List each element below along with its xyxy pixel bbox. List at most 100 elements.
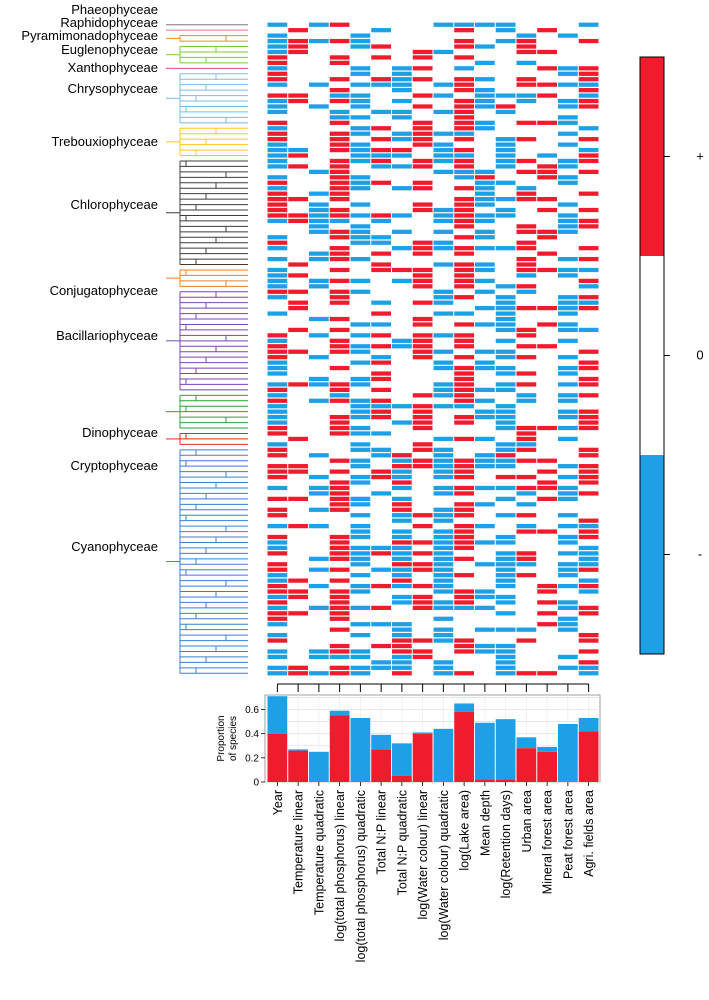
heatmap-cell (433, 534, 454, 540)
heatmap-cell (371, 622, 391, 627)
heatmap-cell (309, 671, 329, 676)
heatmap-cell (558, 583, 578, 589)
heatmap-cell (454, 464, 474, 469)
heatmap-cell (371, 474, 391, 480)
heatmap-cell (454, 115, 474, 120)
heatmap-cell (433, 218, 454, 224)
heatmap-cell (412, 77, 433, 82)
heatmap-cell (350, 158, 371, 164)
heatmap-cell (475, 229, 495, 234)
heatmap-cell (454, 382, 474, 387)
heatmap-cell (558, 311, 578, 316)
heatmap-cell (288, 289, 308, 294)
heatmap-cell (412, 93, 433, 98)
x-tick-label: Urban area (520, 790, 534, 853)
heatmap-cell (412, 638, 433, 643)
heatmap-cell (578, 589, 599, 594)
heatmap-cell (267, 22, 288, 27)
heatmap-cell (371, 322, 391, 327)
heatmap-cell (288, 147, 308, 153)
heatmap-cell (475, 387, 495, 392)
heatmap-cell (558, 322, 578, 327)
heatmap-cell (454, 404, 474, 409)
heatmap-cell (454, 98, 474, 104)
heatmap-cell (495, 447, 516, 452)
heatmap-cell (412, 409, 433, 414)
heatmap-cell (578, 529, 599, 534)
heatmap-cell (371, 109, 391, 115)
heatmap-cell (454, 513, 474, 518)
heatmap-cell (475, 180, 495, 185)
heatmap-cell (350, 349, 371, 354)
heatmap-cell (433, 404, 454, 409)
heatmap-cell (578, 649, 599, 654)
heatmap-cell (350, 278, 371, 283)
heatmap-cell (516, 344, 537, 349)
heatmap-cell (288, 436, 308, 442)
heatmap-cell (454, 82, 474, 87)
heatmap-cell (558, 224, 578, 229)
heatmap-cell (371, 55, 391, 60)
heatmap-cell (454, 88, 474, 93)
heatmap-cell (578, 246, 599, 251)
heatmap-cell (454, 458, 474, 463)
heatmap-cell (329, 578, 350, 583)
heatmap-cell (558, 605, 578, 610)
heatmap-cell (454, 365, 474, 371)
heatmap-cell (454, 355, 474, 360)
heatmap-cell (392, 267, 412, 273)
heatmap-cell (329, 654, 350, 660)
heatmap-cell (433, 562, 454, 567)
heatmap-cell (412, 425, 433, 431)
heatmap-cell (558, 425, 578, 431)
heatmap-cell (537, 197, 557, 202)
heatmap-cell (475, 88, 495, 93)
bar-negative (350, 717, 371, 782)
heatmap-cell (267, 365, 288, 371)
heatmap-cell (412, 131, 433, 136)
heatmap-cell (329, 649, 350, 654)
heatmap-cell (475, 562, 495, 567)
heatmap-cell (392, 109, 412, 115)
heatmap-cell (371, 251, 391, 256)
heatmap-cell (412, 207, 433, 213)
heatmap-cell (350, 213, 371, 218)
heatmap-cell (454, 594, 474, 600)
heatmap-cell (537, 589, 557, 594)
heatmap-cell (392, 338, 412, 343)
heatmap-cell (433, 573, 454, 578)
heatmap-cell (558, 616, 578, 621)
heatmap-cell (350, 186, 371, 191)
heatmap-cell (495, 207, 516, 213)
heatmap-cell (558, 622, 578, 627)
heatmap-cell (433, 540, 454, 545)
heatmap-cell (433, 93, 454, 98)
heatmap-cell (371, 398, 391, 403)
heatmap-cell (350, 256, 371, 262)
heatmap-cell (454, 322, 474, 327)
heatmap-cell (267, 671, 288, 676)
heatmap-cell (495, 355, 516, 360)
heatmap-cell (516, 93, 537, 98)
heatmap-cell (329, 131, 350, 136)
heatmap-cell (495, 594, 516, 600)
heatmap-cell (350, 404, 371, 409)
heatmap-cell (329, 197, 350, 202)
heatmap-cell (329, 207, 350, 213)
heatmap-cell (495, 474, 516, 480)
heatmap-cell (329, 387, 350, 392)
heatmap-cell (475, 322, 495, 327)
heatmap-cell (495, 382, 516, 387)
heatmap-cell (350, 44, 371, 49)
heatmap-cell (495, 404, 516, 409)
heatmap-cell (412, 186, 433, 191)
heatmap-cell (433, 158, 454, 164)
heatmap-cell (454, 534, 474, 540)
heatmap-cell (578, 224, 599, 229)
heatmap-cell (454, 126, 474, 131)
heatmap-cell (433, 578, 454, 583)
heatmap-cell (329, 300, 350, 305)
heatmap-cell (392, 82, 412, 87)
heatmap-cell (288, 578, 308, 583)
heatmap-cell (475, 235, 495, 240)
